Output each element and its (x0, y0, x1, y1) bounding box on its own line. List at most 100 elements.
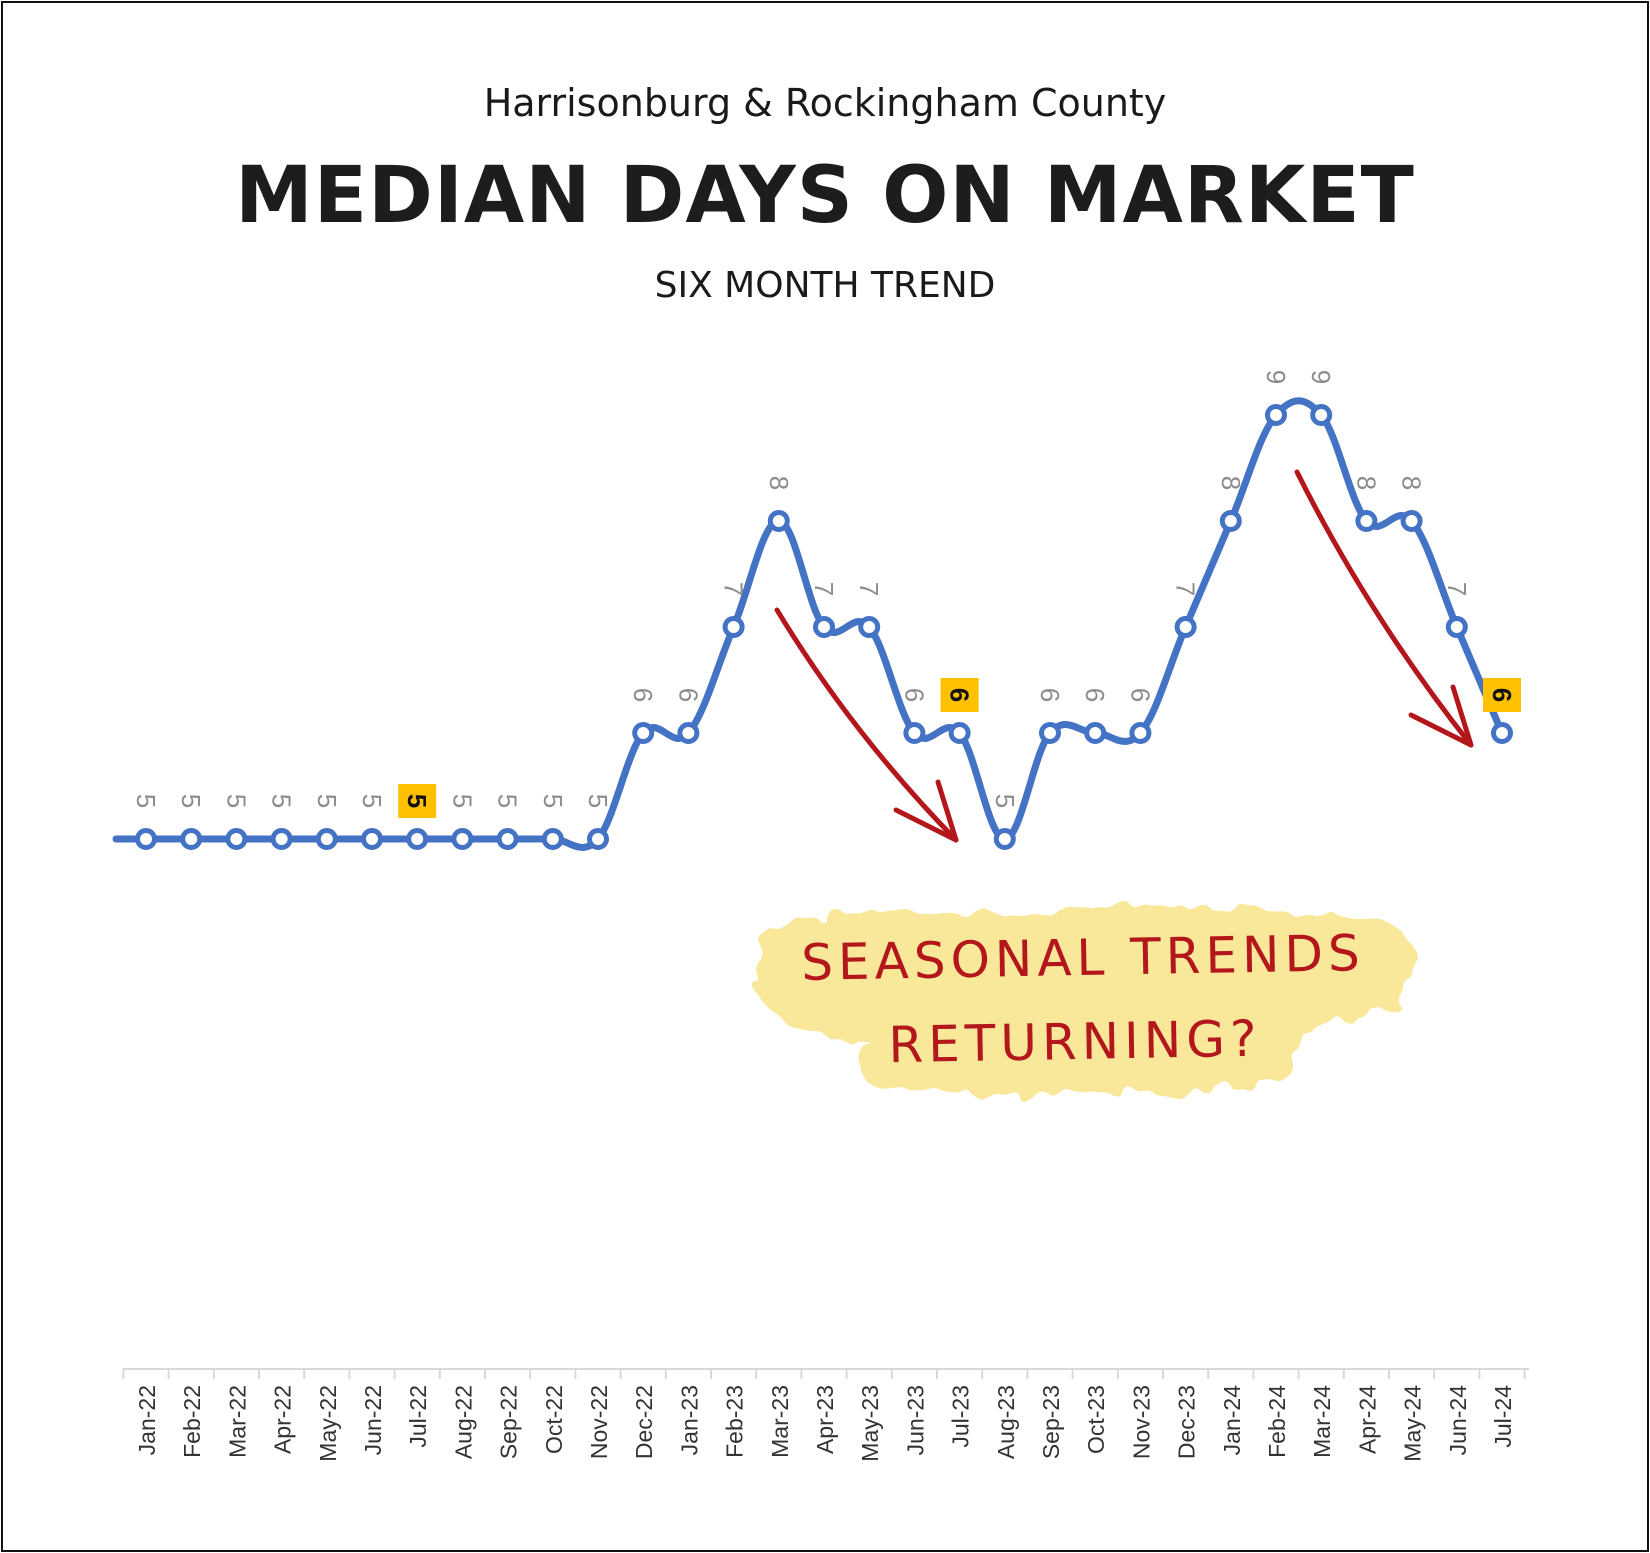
data-label: 7 (809, 582, 839, 596)
data-label: 5 (447, 794, 477, 808)
data-label-highlighted: 6 (1483, 678, 1521, 712)
x-tick-label: Feb-22 (179, 1385, 205, 1458)
data-label-text: 5 (176, 794, 206, 808)
x-tick-label: Oct-23 (1083, 1385, 1109, 1454)
x-tick-label: Nov-22 (586, 1385, 612, 1459)
x-tick-label: Dec-22 (631, 1385, 657, 1459)
data-label: 7 (1442, 582, 1472, 596)
data-point (1039, 722, 1061, 744)
data-label-text: 5 (447, 794, 477, 808)
arrow-shaft-1 (774, 607, 959, 843)
data-label: 6 (899, 688, 929, 702)
data-label-text: 6 (945, 688, 975, 702)
data-label: 5 (583, 794, 613, 808)
data-point (1445, 616, 1468, 638)
data-label: 5 (267, 794, 297, 808)
data-label: 6 (628, 688, 658, 702)
data-label: 8 (1351, 476, 1381, 490)
data-point (1400, 510, 1423, 532)
data-label-text: 7 (719, 582, 749, 596)
x-tick-label: May-24 (1400, 1385, 1426, 1462)
data-label: 5 (312, 794, 342, 808)
x-tick-label: Aug-22 (450, 1385, 476, 1459)
data-label-text: 5 (312, 794, 342, 808)
data-label: 5 (357, 794, 387, 808)
data-label-text: 7 (1171, 582, 1201, 596)
series-line (112, 397, 1506, 851)
arrow-head-1 (893, 779, 959, 843)
x-tick-label: Jun-24 (1445, 1385, 1471, 1456)
x-tick-label: Feb-24 (1264, 1385, 1290, 1458)
data-label-highlight-box (940, 678, 979, 712)
data-label-text: 5 (267, 794, 297, 808)
trend-subtitle: SIX MONTH TREND (654, 265, 996, 306)
data-label: 6 (673, 688, 703, 702)
data-label-highlight-box (398, 784, 437, 818)
data-point (451, 828, 474, 850)
x-tick-label: Oct-22 (541, 1385, 567, 1454)
annotation-arrows (774, 469, 1474, 843)
x-tick-label: Apr-22 (270, 1385, 296, 1454)
data-label: 8 (1216, 476, 1246, 490)
data-point (1084, 722, 1107, 744)
x-tick-label: May-22 (315, 1385, 341, 1462)
data-point (1129, 722, 1152, 744)
line-chart: 5 5 5 5 5 5 5 5 5 5 5 6 6 7 8 7 7 6 6 5 6 6 6 7 8 9 9 8 8 7 6 Jan-22 Fe… (112, 370, 1529, 1462)
x-tick-label: Jul-22 (405, 1385, 431, 1448)
x-tick-label: Feb-23 (722, 1385, 748, 1458)
data-point (1265, 404, 1287, 426)
data-label-text: 7 (809, 582, 839, 596)
x-tick-label: Apr-23 (812, 1385, 838, 1454)
data-label-text: 7 (854, 582, 884, 596)
data-label-text: 6 (1487, 688, 1517, 702)
annotation-highlight (753, 908, 1418, 1094)
x-tick-label: Apr-24 (1354, 1385, 1380, 1454)
x-axis (122, 1368, 1529, 1379)
x-tick-label: Jun-23 (902, 1385, 928, 1455)
x-tick-label: Mar-23 (767, 1385, 793, 1458)
data-point (541, 828, 564, 850)
x-tick-label: Jan-24 (1219, 1385, 1245, 1456)
data-label: 5 (221, 794, 251, 808)
data-label-text: 5 (990, 794, 1020, 808)
data-label: 7 (1171, 582, 1201, 596)
data-label-text: 6 (1080, 688, 1110, 702)
data-point (361, 828, 383, 850)
data-label-text: 6 (1035, 688, 1065, 702)
data-label: 8 (764, 476, 794, 490)
arrow-shaft-2 (1294, 469, 1474, 748)
x-tick-label: Mar-22 (224, 1385, 250, 1458)
data-point (632, 722, 655, 744)
data-label: 7 (719, 582, 749, 596)
x-tick-label: Jan-22 (134, 1385, 160, 1455)
data-label-text: 5 (583, 794, 613, 808)
data-point (225, 828, 248, 850)
data-labels: 5 5 5 5 5 5 5 5 5 5 5 6 6 7 8 7 7 6 6 5 6 6 6 7 8 9 9 8 8 7 6 (131, 370, 1521, 818)
data-markers (135, 404, 1513, 850)
annotation-line-2: RETURNING? (887, 1009, 1262, 1075)
data-point (993, 828, 1016, 850)
data-label-text: 8 (1397, 476, 1427, 490)
data-label-text: 7 (1442, 582, 1472, 596)
region-subtitle: Harrisonburg & Rockingham County (483, 81, 1167, 125)
data-label-highlight-box (1483, 678, 1521, 712)
data-point (948, 722, 971, 744)
data-label-text: 8 (1351, 476, 1381, 490)
x-tick-labels: Jan-22 Feb-22 Mar-22 Apr-22 May-22 Jun-22 Jul-… (134, 1385, 1516, 1462)
data-label: 5 (176, 794, 206, 808)
data-point (1355, 510, 1378, 532)
x-tick-label: Jul-24 (1490, 1385, 1516, 1448)
x-tick-label: Sep-22 (496, 1385, 522, 1459)
data-label-text: 8 (1216, 476, 1246, 490)
series-path (112, 397, 1506, 851)
data-label-text: 5 (221, 794, 251, 808)
data-point (813, 616, 835, 638)
x-tick-label: Dec-23 (1174, 1385, 1200, 1459)
data-point (1310, 404, 1333, 426)
data-label-text: 6 (628, 688, 658, 702)
data-point (722, 616, 745, 638)
x-tick-label: Aug-23 (993, 1385, 1019, 1459)
data-label-text: 9 (1306, 370, 1336, 384)
annotation-highlight-blob (753, 908, 1418, 1094)
data-point (1219, 510, 1242, 532)
